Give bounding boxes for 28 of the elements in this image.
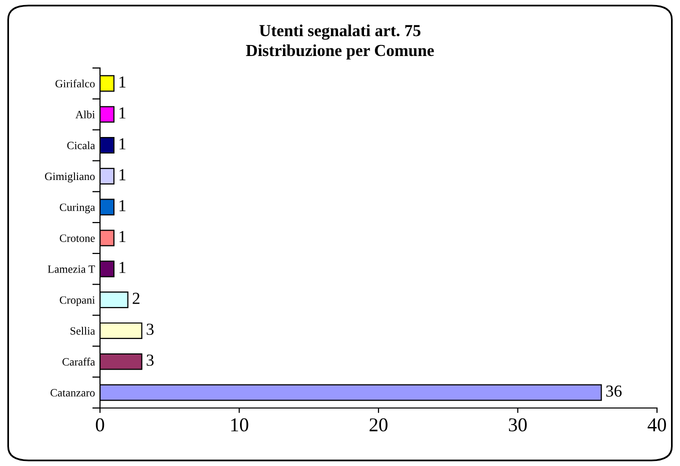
data-label: 1 <box>120 200 126 212</box>
data-label: 1 <box>120 262 126 273</box>
x-tick-label: 30 <box>508 418 527 432</box>
x-tick-label: 10 <box>231 418 248 432</box>
data-label: 1 <box>120 231 126 242</box>
data-label: 3 <box>146 354 154 366</box>
y-tick-label: Gimigliano <box>44 172 95 182</box>
data-label: 1 <box>120 76 126 88</box>
data-label: 3 <box>146 324 154 335</box>
chart-title: Utenti segnalati art. 75 Distribuzione per Comune <box>246 24 434 60</box>
y-tick-label: Caraffa <box>62 358 95 366</box>
data-label: 1 <box>120 138 126 150</box>
x-tick-label: 20 <box>370 418 388 432</box>
y-tick-label: Curinga <box>60 204 95 214</box>
y-tick-label: Girifalco <box>55 79 95 88</box>
data-label: 1 <box>120 107 126 118</box>
y-tick-label: Catanzaro <box>50 389 95 397</box>
y-tick-label: Lamezia T <box>48 265 95 273</box>
data-label: 36 <box>606 386 622 397</box>
y-tick-label: Crotone <box>60 234 95 242</box>
data-label: 1 <box>120 169 126 180</box>
y-tick-label: Albi <box>75 110 95 118</box>
x-tick-label: 40 <box>648 418 666 432</box>
x-tick-label: 0 <box>96 418 104 432</box>
data-label: 2 <box>132 292 140 304</box>
y-tick-label: Cropani <box>60 296 95 306</box>
y-tick-label: Sellia <box>70 326 95 335</box>
y-tick-label: Cicala <box>67 141 95 150</box>
